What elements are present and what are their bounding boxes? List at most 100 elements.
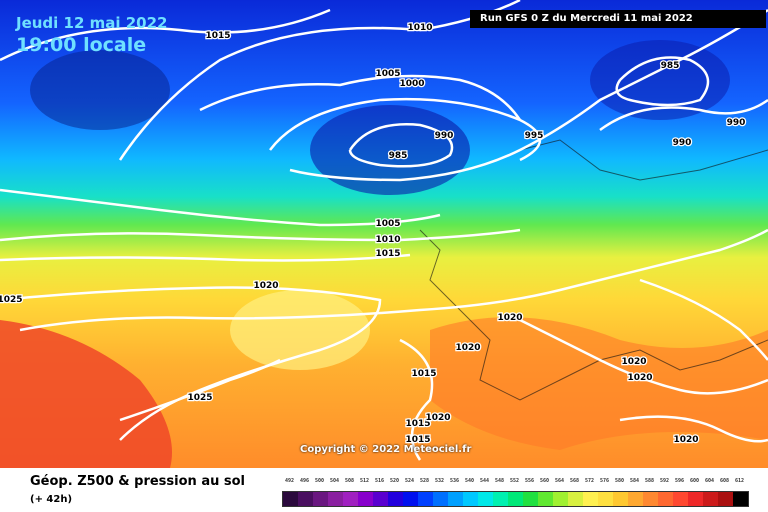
isobar-label: 1015 — [411, 369, 436, 379]
scale-swatch — [508, 492, 523, 506]
scale-swatch — [388, 492, 403, 506]
scale-swatch — [688, 492, 703, 506]
isobar-label: 1015 — [405, 419, 430, 429]
isobar-label: 1015 — [205, 31, 230, 41]
scale-swatch — [523, 492, 538, 506]
greenland-dark — [30, 50, 170, 130]
color-scale — [282, 491, 749, 507]
scale-swatch — [673, 492, 688, 506]
isobar-label: 1025 — [0, 295, 23, 305]
scale-swatch — [403, 492, 418, 506]
scale-tick: 560 — [539, 478, 550, 484]
scale-tick: 500 — [314, 478, 325, 484]
scale-swatch — [703, 492, 718, 506]
warm-region-mediterranean — [430, 317, 768, 450]
scale-tick: 504 — [329, 478, 340, 484]
isobar-label: 1010 — [407, 23, 432, 33]
isobar-label: 1020 — [621, 357, 646, 367]
scale-swatch — [643, 492, 658, 506]
scale-swatch — [298, 492, 313, 506]
isobar-label: 1020 — [455, 343, 480, 353]
scale-tick: 608 — [719, 478, 730, 484]
scale-tick: 508 — [344, 478, 355, 484]
scale-swatch — [493, 492, 508, 506]
low-pressure-core — [590, 40, 730, 120]
scale-swatch — [433, 492, 448, 506]
isobar-label: 1000 — [399, 79, 424, 89]
scale-swatch — [658, 492, 673, 506]
isobar-label: 1020 — [425, 413, 450, 423]
scale-tick: 496 — [299, 478, 310, 484]
scale-swatch — [328, 492, 343, 506]
scale-swatch — [613, 492, 628, 506]
scale-tick: 592 — [659, 478, 670, 484]
scale-swatch — [358, 492, 373, 506]
scale-swatch — [583, 492, 598, 506]
scale-swatch — [568, 492, 583, 506]
isobar-label: 1020 — [497, 313, 522, 323]
scale-tick: 584 — [629, 478, 640, 484]
scale-swatch — [478, 492, 493, 506]
scale-swatch — [448, 492, 463, 506]
scale-tick: 596 — [674, 478, 685, 484]
copyright: Copyright © 2022 Meteociel.fr — [300, 444, 472, 455]
scale-tick: 520 — [389, 478, 400, 484]
isobar-label: 990 — [673, 138, 692, 148]
scale-tick: 540 — [464, 478, 475, 484]
scale-swatch — [733, 492, 748, 506]
scale-tick: 564 — [554, 478, 565, 484]
scale-tick: 552 — [509, 478, 520, 484]
forecast-time: 19:00 locale — [16, 34, 147, 56]
low-pressure-core — [310, 105, 470, 195]
scale-tick: 528 — [419, 478, 430, 484]
model-run-label: Run GFS 0 Z du Mercredi 11 mai 2022 — [470, 10, 766, 28]
scale-swatch — [538, 492, 553, 506]
weather-map: 1015101010051000990985995985990990100510… — [0, 0, 768, 468]
scale-tick: 556 — [524, 478, 535, 484]
scale-tick: 516 — [374, 478, 385, 484]
isobar-label: 1005 — [375, 219, 400, 229]
scale-tick: 536 — [449, 478, 460, 484]
scale-swatch — [313, 492, 328, 506]
scale-swatch — [598, 492, 613, 506]
scale-swatch — [283, 492, 298, 506]
isobar-label: 1005 — [375, 69, 400, 79]
isobar-label: 985 — [661, 61, 680, 71]
isobar-label: 990 — [727, 118, 746, 128]
scale-tick: 532 — [434, 478, 445, 484]
isobar-labels: 1015101010051000990985995985990990100510… — [0, 22, 747, 447]
scale-tick: 548 — [494, 478, 505, 484]
isobar-label: 1020 — [673, 435, 698, 445]
isobar-label: 1015 — [405, 435, 430, 445]
isobar-label: 1025 — [187, 393, 212, 403]
scale-ticks: 492 496 500 504 508 512 516 520 524 528 532 536 540 5… — [282, 478, 747, 484]
scale-tick: 576 — [599, 478, 610, 484]
isobar-label: 995 — [525, 131, 544, 141]
scale-tick: 492 — [284, 478, 295, 484]
scale-tick: 604 — [704, 478, 715, 484]
isobar-label: 985 — [389, 151, 408, 161]
isobars — [0, 0, 768, 460]
scale-tick: 512 — [359, 478, 370, 484]
isobar-label: 1020 — [627, 373, 652, 383]
scale-swatch — [343, 492, 358, 506]
isobar-label: 1020 — [253, 281, 278, 291]
isobar-label: 990 — [435, 131, 454, 141]
scale-tick: 600 — [689, 478, 700, 484]
scale-swatch — [553, 492, 568, 506]
forecast-lead: (+ 42h) — [30, 494, 73, 505]
isobar-label: 1015 — [375, 249, 400, 259]
isobar-label: 1010 — [375, 235, 400, 245]
scale-tick: 612 — [734, 478, 745, 484]
scale-swatch — [373, 492, 388, 506]
scale-tick: 572 — [584, 478, 595, 484]
scale-tick: 544 — [479, 478, 490, 484]
scale-swatch — [418, 492, 433, 506]
coastline — [419, 139, 768, 401]
forecast-date: Jeudi 12 mai 2022 — [16, 14, 168, 32]
scale-tick: 568 — [569, 478, 580, 484]
scale-swatch — [718, 492, 733, 506]
scale-tick: 588 — [644, 478, 655, 484]
ridge-high — [230, 290, 370, 370]
